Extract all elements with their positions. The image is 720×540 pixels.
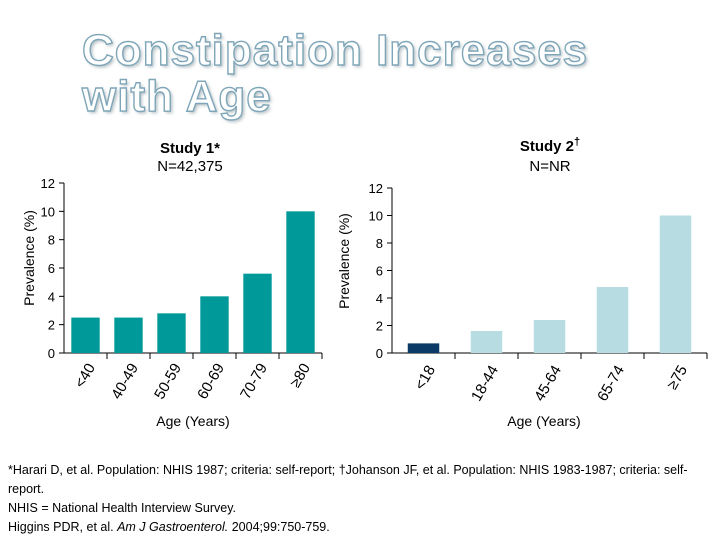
study1-y-tick-label: 0 bbox=[48, 346, 55, 361]
study2-bar bbox=[470, 331, 503, 353]
study2-category-label: ≥75 bbox=[664, 363, 691, 393]
study2-y-tick-label: 8 bbox=[376, 236, 383, 251]
study2-x-axis-label: Age (Years) bbox=[507, 413, 580, 429]
footnotes: *Harari D, et al. Population: NHIS 1987;… bbox=[8, 461, 713, 537]
study1-category-label: 70-79 bbox=[237, 361, 271, 403]
study2-y-tick-label: 0 bbox=[376, 346, 383, 361]
study2-category-label: 45-64 bbox=[531, 363, 565, 405]
study2-y-tick-label: 10 bbox=[369, 209, 383, 224]
footnote-nhis: NHIS = National Health Interview Survey. bbox=[8, 501, 236, 515]
study1-chart: 0 2 4 6 8 10 12 <40 40-49 50-59 60-69 70-79 ≥80 Age (… bbox=[21, 176, 323, 429]
study2-bar bbox=[596, 287, 629, 353]
study1-bar bbox=[286, 211, 315, 353]
study1-category-label: ≥80 bbox=[287, 361, 314, 391]
citation-journal: Am J Gastroenterol. bbox=[117, 520, 229, 534]
study1-y-tick-label: 2 bbox=[48, 318, 55, 333]
study1-bar bbox=[114, 317, 143, 353]
study2-chart: 0 2 4 6 8 10 12 <18 18-44 45-64 65-74 ≥75 Age (Years… bbox=[336, 181, 708, 429]
study2-category-label: 65-74 bbox=[594, 363, 628, 405]
study1-n: N=42,375 bbox=[157, 158, 223, 175]
study1-title: Study 1* bbox=[130, 140, 250, 157]
study1-y-tick-label: 4 bbox=[48, 289, 55, 304]
study1-category-label: 60-69 bbox=[194, 361, 228, 403]
study1-y-tick-label: 8 bbox=[48, 233, 55, 248]
study1-y-tick-label: 12 bbox=[41, 176, 55, 191]
study1-y-axis-label: Prevalence (%) bbox=[21, 210, 37, 306]
study1-y-tick-label: 10 bbox=[41, 204, 55, 219]
study2-bar bbox=[659, 215, 692, 353]
study2-title: Study 2† bbox=[480, 136, 620, 155]
study1-bar bbox=[157, 313, 186, 353]
slide-title: Constipation Increases with Age bbox=[81, 26, 589, 121]
citation-authors: Higgins PDR, et al. bbox=[8, 520, 118, 534]
study1-y-tick-label: 6 bbox=[48, 261, 55, 276]
study2-title-dagger: † bbox=[574, 136, 581, 148]
study2-y-axis-label: Prevalence (%) bbox=[336, 213, 352, 309]
footnote-references: *Harari D, et al. Population: NHIS 1987;… bbox=[8, 463, 688, 496]
study1-bar bbox=[243, 273, 272, 353]
study2-category-label: <18 bbox=[412, 363, 439, 394]
study2-title-text: Study 2 bbox=[519, 138, 575, 155]
study1-category-label: 40-49 bbox=[108, 361, 142, 403]
citation-details: 2004;99:750-759. bbox=[228, 520, 330, 534]
study2-y-tick-label: 6 bbox=[376, 264, 383, 279]
study2-y-tick-label: 2 bbox=[376, 319, 383, 334]
study1-bar bbox=[200, 296, 229, 353]
study2-n: N=NR bbox=[529, 158, 571, 175]
study2-bar bbox=[407, 343, 440, 353]
study2-category-label: 18-44 bbox=[468, 363, 502, 405]
study2-y-tick-label: 4 bbox=[376, 291, 383, 306]
study1-x-axis-label: Age (Years) bbox=[156, 413, 229, 429]
study2-bar bbox=[533, 320, 566, 353]
study1-bar bbox=[71, 317, 100, 353]
study1-title-text: Study 1* bbox=[159, 140, 220, 157]
footnote-citation: Higgins PDR, et al. Am J Gastroenterol. … bbox=[8, 518, 713, 537]
study1-category-label: <40 bbox=[72, 361, 99, 392]
study1-category-label: 50-59 bbox=[151, 361, 185, 403]
study2-y-tick-label: 12 bbox=[369, 181, 383, 196]
